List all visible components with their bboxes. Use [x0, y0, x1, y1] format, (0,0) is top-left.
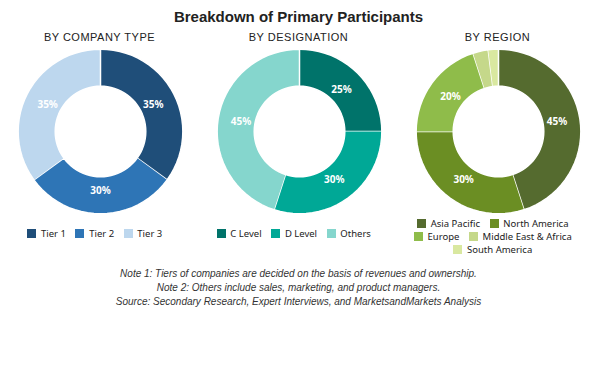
html-text:Breakdown of Primary Participa: Breakdown of Primary Participants	[173, 8, 424, 25]
html-text:C Level: C Level	[230, 227, 262, 240]
svg-text:30%: 30%	[324, 172, 344, 186]
svg-text:20%: 20%	[440, 89, 460, 103]
svg-text:30%: 30%	[453, 172, 473, 186]
svg-text:45%: 45%	[230, 114, 250, 128]
html-text:North America: North America	[503, 217, 569, 230]
html-text:Note 1: Tiers of companies are: Note 1: Tiers of companies are decided o…	[120, 267, 477, 279]
html-text:BY DESIGNATION: BY DESIGNATION	[248, 31, 349, 43]
html-text:Tier 1: Tier 1	[41, 227, 66, 240]
html-text:BY COMPANY TYPE: BY COMPANY TYPE	[43, 31, 156, 43]
svg-text:35%: 35%	[37, 97, 57, 111]
svg-text:45%: 45%	[546, 114, 566, 128]
html-text:Tier 3: Tier 3	[137, 227, 163, 240]
svg-text:35%: 35%	[143, 97, 163, 111]
svg-text:25%: 25%	[331, 82, 351, 96]
html-text:Note 2: Others include sales,: Note 2: Others include sales, marketing,…	[156, 281, 441, 293]
html-text:Tier 2: Tier 2	[89, 227, 115, 240]
html-text:BY REGION: BY REGION	[464, 31, 531, 43]
html-text:Europe: Europe	[427, 230, 460, 243]
html-text:Others: Others	[340, 227, 371, 240]
html-text:South America: South America	[467, 243, 533, 256]
html-text:Source: Secondary Research, Ex: Source: Secondary Research, Expert Inter…	[115, 295, 482, 307]
html-text:Middle East & Africa: Middle East & Africa	[482, 230, 572, 243]
html-text:D Level: D Level	[284, 227, 318, 240]
svg-text:30%: 30%	[90, 183, 110, 197]
html-text:Asia Pacific: Asia Pacific	[430, 217, 480, 230]
